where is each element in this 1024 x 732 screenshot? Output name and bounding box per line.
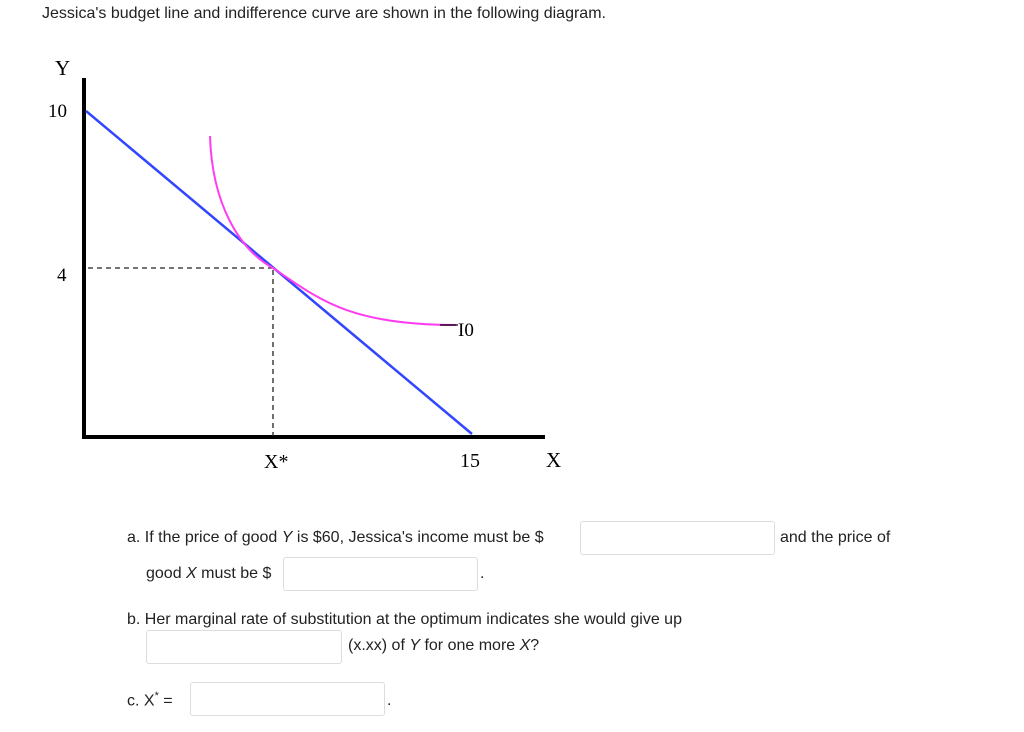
mrs-answer-input[interactable]	[146, 630, 342, 664]
indifference-curve	[209, 135, 457, 326]
budget-indifference-diagram: Y 10 4 I0 X* 15 X	[48, 56, 561, 473]
question-b-text: b. Her marginal rate of substitution at …	[127, 611, 682, 628]
y-tick-10: 10	[48, 101, 67, 122]
y-axis-label: Y	[55, 56, 70, 80]
x-axis-label: X	[546, 448, 561, 472]
y-tick-4: 4	[57, 265, 67, 286]
curve-label: I0	[458, 320, 474, 341]
question-a-line2: good X must be $	[146, 565, 272, 582]
question-c-label: c. X* =	[127, 690, 173, 710]
question-b-suffix: (x.xx) of Y for one more X?	[348, 637, 540, 654]
question-a-after-input: and the price of	[780, 529, 891, 546]
question-a-period: .	[480, 565, 485, 582]
x-star-answer-input[interactable]	[190, 682, 385, 716]
question-a-line1: a. If the price of good Y is $60, Jessic…	[127, 529, 544, 546]
x-tick-15: 15	[460, 450, 480, 472]
x-tick-star: X*	[264, 451, 288, 473]
question-c-period: .	[387, 692, 392, 709]
intro-text: Jessica's budget line and indifference c…	[42, 5, 606, 22]
income-answer-input[interactable]	[580, 521, 775, 555]
price-x-answer-input[interactable]	[283, 557, 478, 591]
